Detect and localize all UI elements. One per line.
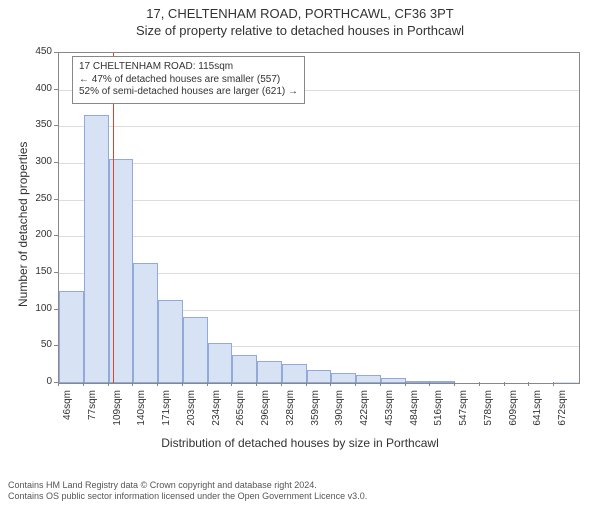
x-tick-label: 390sqm — [334, 390, 345, 434]
x-tick-label: 234sqm — [211, 390, 222, 434]
x-tick-label: 328sqm — [285, 390, 296, 434]
page-title: 17, CHELTENHAM ROAD, PORTHCAWL, CF36 3PT — [0, 6, 600, 21]
x-tick-label: 422sqm — [359, 390, 370, 434]
x-tick-label: 672sqm — [557, 390, 568, 434]
histogram-bar — [554, 382, 579, 383]
y-tick-mark — [54, 199, 58, 200]
x-tick-mark — [256, 382, 257, 386]
x-tick-label: 203sqm — [186, 390, 197, 434]
x-tick-label: 641sqm — [532, 390, 543, 434]
histogram-bar — [257, 361, 282, 383]
y-tick-mark — [54, 235, 58, 236]
x-tick-mark — [380, 382, 381, 386]
histogram-bar — [282, 364, 307, 383]
grid-line — [59, 163, 579, 164]
y-tick-label: 350 — [24, 119, 52, 130]
histogram-bar — [381, 378, 406, 383]
histogram-bar — [109, 159, 134, 383]
x-tick-mark — [132, 382, 133, 386]
x-tick-label: 516sqm — [433, 390, 444, 434]
x-tick-mark — [479, 382, 480, 386]
x-tick-mark — [504, 382, 505, 386]
histogram-bar — [331, 373, 356, 383]
x-tick-label: 46sqm — [62, 390, 73, 434]
grid-line — [59, 200, 579, 201]
x-axis-label: Distribution of detached houses by size … — [0, 436, 600, 450]
histogram-bar — [133, 263, 158, 383]
x-tick-label: 484sqm — [409, 390, 420, 434]
y-tick-label: 200 — [24, 229, 52, 240]
x-tick-label: 453sqm — [384, 390, 395, 434]
y-tick-label: 50 — [24, 339, 52, 350]
x-tick-mark — [429, 382, 430, 386]
y-tick-mark — [54, 345, 58, 346]
x-tick-mark — [157, 382, 158, 386]
histogram-bar — [307, 370, 332, 383]
y-tick-mark — [54, 52, 58, 53]
annotation-line: 52% of semi-detached houses are larger (… — [79, 86, 298, 99]
x-tick-mark — [231, 382, 232, 386]
x-tick-mark — [182, 382, 183, 386]
x-tick-mark — [528, 382, 529, 386]
footer-line2: Contains OS public sector information li… — [8, 491, 367, 502]
x-tick-mark — [207, 382, 208, 386]
y-tick-label: 300 — [24, 156, 52, 167]
x-tick-mark — [281, 382, 282, 386]
annotation-line: ← 47% of detached houses are smaller (55… — [79, 74, 298, 87]
grid-line — [59, 126, 579, 127]
x-tick-label: 359sqm — [310, 390, 321, 434]
y-tick-mark — [54, 89, 58, 90]
x-tick-mark — [405, 382, 406, 386]
annotation-box: 17 CHELTENHAM ROAD: 115sqm← 47% of detac… — [72, 56, 305, 104]
y-tick-label: 250 — [24, 193, 52, 204]
histogram-bar — [59, 291, 84, 383]
x-tick-mark — [83, 382, 84, 386]
x-tick-label: 609sqm — [508, 390, 519, 434]
page-subtitle: Size of property relative to detached ho… — [0, 23, 600, 38]
footer-attribution: Contains HM Land Registry data © Crown c… — [8, 480, 367, 502]
histogram-bar — [406, 381, 431, 383]
x-tick-label: 109sqm — [112, 390, 123, 434]
x-tick-mark — [58, 382, 59, 386]
y-tick-label: 400 — [24, 83, 52, 94]
x-tick-mark — [330, 382, 331, 386]
x-tick-label: 171sqm — [161, 390, 172, 434]
y-tick-label: 100 — [24, 303, 52, 314]
x-tick-mark — [108, 382, 109, 386]
y-tick-label: 450 — [24, 46, 52, 57]
x-tick-mark — [454, 382, 455, 386]
annotation-line: 17 CHELTENHAM ROAD: 115sqm — [79, 61, 298, 74]
x-tick-label: 296sqm — [260, 390, 271, 434]
histogram-bar — [356, 375, 381, 383]
x-tick-mark — [553, 382, 554, 386]
y-tick-mark — [54, 125, 58, 126]
histogram-bar — [208, 343, 233, 383]
x-tick-mark — [355, 382, 356, 386]
x-tick-label: 547sqm — [458, 390, 469, 434]
x-tick-label: 140sqm — [136, 390, 147, 434]
y-tick-label: 0 — [24, 376, 52, 387]
histogram-bar — [183, 317, 208, 383]
histogram-bar — [232, 355, 257, 383]
y-tick-mark — [54, 272, 58, 273]
footer-line1: Contains HM Land Registry data © Crown c… — [8, 480, 367, 491]
grid-line — [59, 236, 579, 237]
y-tick-label: 150 — [24, 266, 52, 277]
x-tick-label: 578sqm — [483, 390, 494, 434]
x-tick-mark — [306, 382, 307, 386]
histogram-bar — [84, 115, 109, 383]
histogram-bar — [158, 300, 183, 383]
y-tick-mark — [54, 309, 58, 310]
y-tick-mark — [54, 162, 58, 163]
x-tick-label: 265sqm — [235, 390, 246, 434]
x-tick-label: 77sqm — [87, 390, 98, 434]
histogram-bar — [430, 381, 455, 383]
